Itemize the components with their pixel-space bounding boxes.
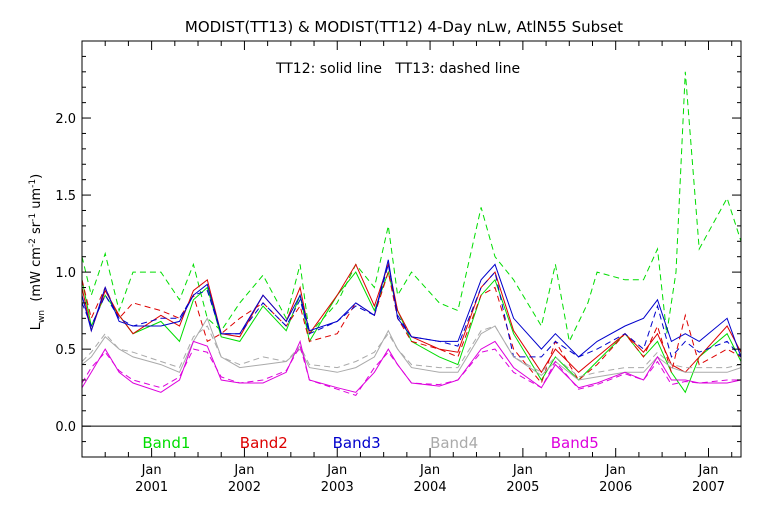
series-band4-dashed	[81, 325, 742, 378]
y-axis-label-main: L	[29, 322, 44, 330]
y-axis: 0.0 0.5 1.0 1.5 2.0	[55, 55, 741, 458]
x-tick-label-year: 2004	[414, 480, 447, 495]
x-axis: Jan 2001 Jan 2002 Jan 2003 Jan 2004 Jan 2005 Jan 20…	[104, 41, 733, 495]
legend-band3: Band3	[333, 434, 381, 452]
line-style-annotation: TT12: solid line TT13: dashed line	[275, 61, 520, 77]
x-tick-label-year: 2002	[228, 480, 261, 495]
y-axis-label-exp1: -2	[28, 238, 38, 247]
series-band5-dashed	[81, 344, 741, 396]
y-axis-label-sr: sr	[29, 221, 44, 234]
y-tick-label: 2.0	[55, 112, 76, 127]
x-tick-label-month: Jan	[697, 463, 718, 478]
y-axis-label-um: um	[29, 188, 44, 209]
y-tick-label: 0.0	[55, 420, 76, 435]
x-tick-label-month: Jan	[326, 463, 347, 478]
x-tick-label-month: Jan	[512, 463, 533, 478]
legend-band1: Band1	[142, 434, 190, 452]
x-tick-label-year: 2001	[135, 480, 168, 495]
chart-title: MODIST(TT13) & MODIST(TT12) 4-Day nLw, A…	[185, 18, 623, 36]
x-tick-label-year: 2003	[321, 480, 354, 495]
y-tick-label: 0.5	[55, 343, 76, 358]
x-tick-label-year: 2007	[692, 480, 725, 495]
y-tick-label: 1.5	[55, 189, 76, 204]
series-band3-dashed	[81, 264, 742, 358]
y-axis-label: Lwn (mW cm-2 sr-1 um-1)	[28, 174, 47, 330]
y-axis-label-sub: wn	[37, 310, 47, 323]
x-tick-label-month: Jan	[419, 463, 440, 478]
y-axis-label-units: (mW cm	[29, 247, 44, 302]
series-band4-solid	[81, 317, 742, 381]
legend-band4: Band4	[430, 434, 478, 452]
y-tick-label: 1.0	[55, 266, 76, 281]
x-tick-label-month: Jan	[233, 463, 254, 478]
x-tick-label-month: Jan	[141, 463, 162, 478]
x-tick-label-year: 2006	[599, 480, 632, 495]
legend-band5: Band5	[551, 434, 599, 452]
legend-band2: Band2	[240, 434, 288, 452]
y-axis-label-exp2: -1	[28, 213, 38, 222]
band-legend: Band1 Band2 Band3 Band4 Band5	[142, 434, 598, 452]
series-band1-dashed	[81, 71, 742, 344]
x-tick-label-month: Jan	[605, 463, 626, 478]
plot-series-group	[81, 71, 742, 396]
y-axis-label-close: )	[29, 174, 44, 179]
plot-frame	[81, 40, 742, 458]
x-tick-label-year: 2005	[506, 480, 539, 495]
y-axis-label-exp3: -1	[28, 179, 38, 188]
